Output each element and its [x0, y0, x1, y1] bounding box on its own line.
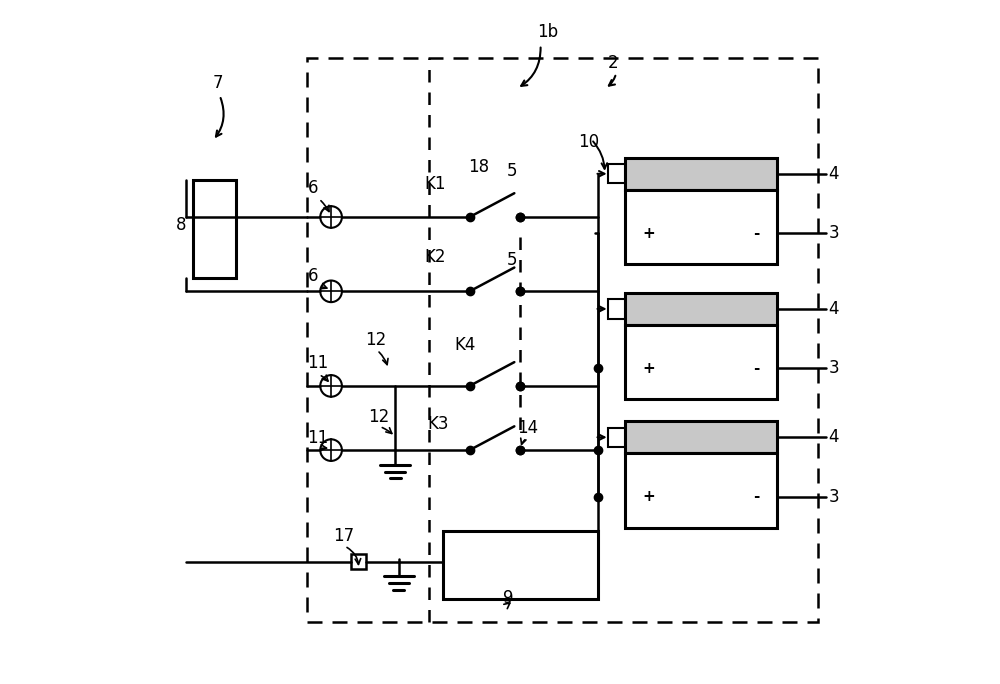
- Text: 5: 5: [507, 162, 517, 180]
- Bar: [443, 531, 598, 598]
- Text: -: -: [754, 360, 760, 376]
- Text: 4: 4: [828, 428, 839, 446]
- Text: K2: K2: [424, 248, 446, 266]
- Text: 12: 12: [368, 408, 389, 426]
- Text: 3: 3: [828, 359, 839, 377]
- Text: 11: 11: [307, 429, 329, 447]
- Text: 6: 6: [307, 267, 318, 285]
- Bar: [307, 58, 818, 622]
- Bar: [608, 164, 625, 183]
- Text: +: +: [642, 226, 655, 241]
- Bar: [625, 325, 777, 399]
- Text: 12: 12: [365, 331, 386, 349]
- Text: 14: 14: [517, 419, 538, 436]
- Text: 1b: 1b: [537, 23, 558, 41]
- Text: 11: 11: [307, 354, 329, 372]
- Text: 18: 18: [468, 159, 489, 176]
- Bar: [625, 190, 777, 264]
- Bar: [625, 421, 777, 453]
- Text: 9: 9: [503, 589, 514, 607]
- Text: 2: 2: [608, 54, 619, 72]
- Bar: [193, 180, 236, 278]
- Text: 4: 4: [828, 165, 839, 183]
- Text: 7: 7: [213, 74, 223, 92]
- Text: +: +: [642, 489, 655, 504]
- Text: 6: 6: [307, 179, 318, 197]
- Text: +: +: [642, 360, 655, 376]
- Text: K3: K3: [428, 415, 449, 433]
- Text: 3: 3: [828, 488, 839, 505]
- Bar: [608, 299, 625, 319]
- Text: 3: 3: [828, 224, 839, 242]
- Text: 17: 17: [333, 527, 354, 544]
- Bar: [625, 157, 777, 190]
- Text: -: -: [754, 489, 760, 504]
- Text: 10: 10: [578, 133, 599, 151]
- Text: 4: 4: [828, 300, 839, 318]
- Bar: [625, 293, 777, 325]
- Text: 8: 8: [176, 216, 186, 234]
- Text: -: -: [754, 226, 760, 241]
- Bar: [351, 554, 366, 569]
- Text: K1: K1: [424, 175, 446, 194]
- Text: 5: 5: [507, 251, 517, 269]
- Bar: [625, 453, 777, 528]
- Bar: [608, 428, 625, 447]
- Text: K4: K4: [454, 336, 475, 354]
